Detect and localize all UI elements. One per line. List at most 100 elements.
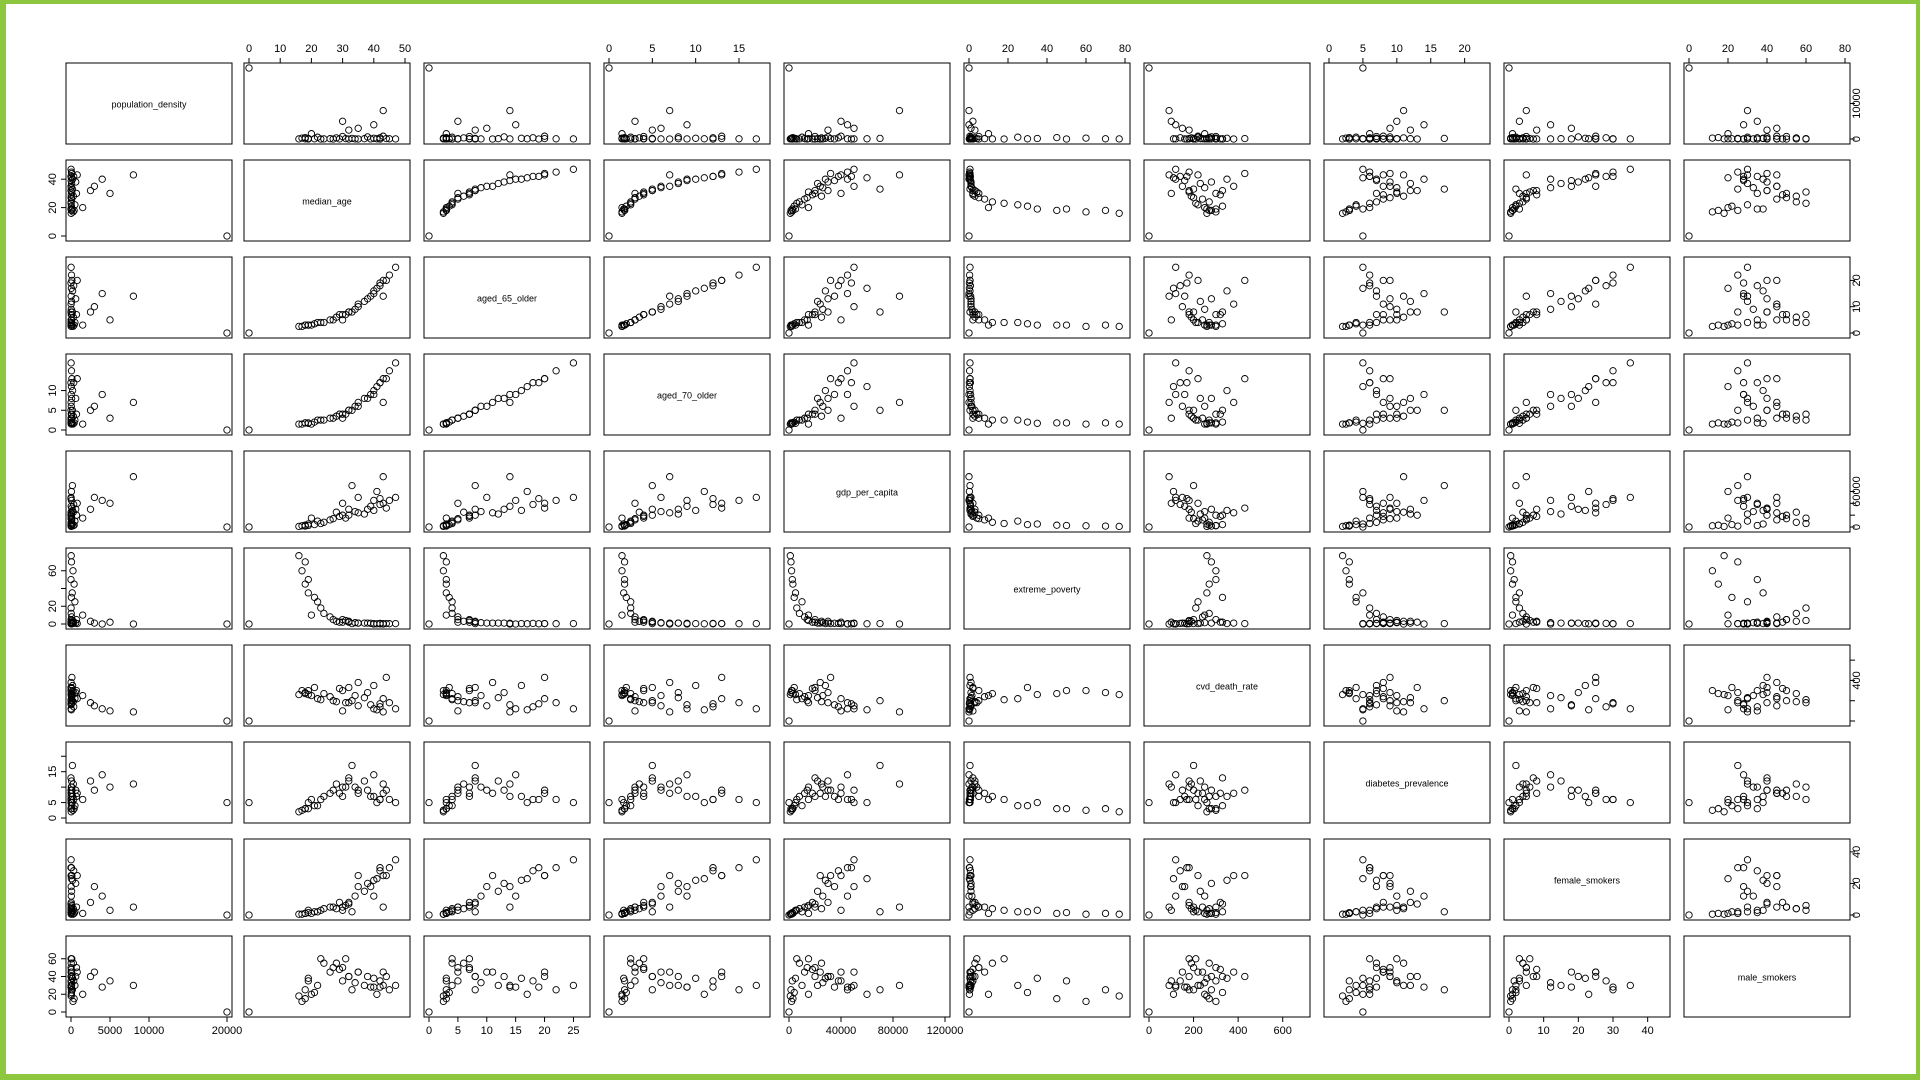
point-aged_70_older-population_density-31 <box>752 135 760 143</box>
point-diabetes_prevalence-male_smokers-34 <box>1366 955 1374 963</box>
point-diabetes_prevalence-aged_65_older-35 <box>1366 279 1374 287</box>
point-aged_65_older-male_smokers-29 <box>506 983 514 991</box>
diagonal-label-median_age: median_age <box>302 197 352 207</box>
point-diabetes_prevalence-aged_70_older-17 <box>1359 419 1367 427</box>
point-cvd_death_rate-aged_70_older-21 <box>1196 394 1204 403</box>
point-female_smokers-gdp_per_capita-27 <box>1546 507 1555 516</box>
point-aged_70_older-male_smokers-36 <box>620 977 629 985</box>
point-cvd_death_rate-aged_70_older-27 <box>1201 402 1209 410</box>
point-gdp_per_capita-aged_70_older-15 <box>821 386 830 395</box>
point-female_smokers-population_density-15 <box>1581 134 1589 142</box>
point-male_smokers-extreme_poverty-11 <box>1714 580 1722 588</box>
point-aged_70_older-male_smokers-34 <box>627 955 635 963</box>
point-aged_70_older-gdp_per_capita-31 <box>752 493 760 502</box>
point-gdp_per_capita-aged_70_older-33 <box>816 398 824 407</box>
point-aged_70_older-aged_65_older-32 <box>631 316 639 324</box>
point-gdp_per_capita-aged_65_older-18 <box>826 276 835 285</box>
point-aged_70_older-extreme_poverty-36 <box>620 575 629 584</box>
point-male_smokers-population_density-24 <box>1724 135 1732 143</box>
point-diabetes_prevalence-aged_65_older-27 <box>1393 305 1401 313</box>
point-female_smokers-extreme_poverty-37 <box>1529 618 1537 626</box>
point-male_smokers-population_density-2 <box>1753 117 1761 125</box>
point-female_smokers-aged_70_older-21 <box>1557 394 1565 403</box>
point-male_smokers-median_age-12 <box>1753 172 1761 181</box>
point-diabetes_prevalence-extreme_poverty-25 <box>1352 593 1360 602</box>
point-diabetes_prevalence-aged_65_older-25 <box>1352 320 1360 328</box>
point-cvd_death_rate-aged_65_older-27 <box>1201 305 1209 313</box>
panel-male_smokers-vs-gdp_per_capita <box>783 935 951 1018</box>
point-male_smokers-extreme_poverty-33 <box>1773 619 1781 627</box>
point-extreme_poverty-aged_65_older-14 <box>1082 322 1090 331</box>
point-female_smokers-gdp_per_capita-13 <box>1519 508 1527 516</box>
point-median_age-female_smokers-32 <box>329 903 337 911</box>
point-population_density-gdp_per_capita-37 <box>67 511 75 519</box>
point-gdp_per_capita-median_age-34 <box>793 199 801 207</box>
point-female_smokers-gdp_per_capita-29 <box>1567 502 1576 510</box>
point-cvd_death_rate-female_smokers-37 <box>1218 900 1227 908</box>
point-extreme_poverty-aged_70_older-34 <box>1000 416 1008 424</box>
point-aged_70_older-median_age-18 <box>718 169 726 178</box>
point-male_smokers-population_density-31 <box>1743 135 1752 143</box>
point-gdp_per_capita-aged_65_older-31 <box>850 263 858 271</box>
point-population_density-aged_65_older-31 <box>67 263 75 271</box>
point-aged_65_older-cvd_death_rate-13 <box>460 698 468 706</box>
point-female_smokers-gdp_per_capita-15 <box>1581 506 1589 515</box>
point-population_density-cvd_death_rate-33 <box>67 678 75 687</box>
point-male_smokers-median_age-15 <box>1759 175 1767 183</box>
point-aged_65_older-cvd_death_rate-24 <box>523 706 531 714</box>
point-median_age-female_smokers-24 <box>373 875 381 883</box>
point-male_smokers-cvd_death_rate-35 <box>1739 700 1748 708</box>
point-male_smokers-aged_65_older-0 <box>1685 329 1693 337</box>
point-aged_70_older-extreme_poverty-37 <box>648 618 656 626</box>
point-extreme_poverty-aged_70_older-10 <box>1014 416 1022 424</box>
point-aged_70_older-diabetes_prevalence-15 <box>692 792 700 801</box>
point-gdp_per_capita-median_age-35 <box>847 172 856 181</box>
point-gdp_per_capita-diabetes_prevalence-36 <box>788 805 796 813</box>
point-aged_70_older-male_smokers-31 <box>752 981 760 990</box>
point-male_smokers-gdp_per_capita-31 <box>1743 493 1752 502</box>
point-gdp_per_capita-median_age-16 <box>876 185 884 193</box>
point-aged_65_older-female_smokers-18 <box>540 871 549 880</box>
point-cvd_death_rate-gdp_per_capita-0 <box>1145 523 1153 531</box>
point-median_age-aged_65_older-30 <box>295 322 303 331</box>
point-aged_65_older-gdp_per_capita-2 <box>454 499 462 507</box>
point-aged_70_older-median_age-36 <box>620 205 629 213</box>
point-female_smokers-aged_65_older-32 <box>1522 316 1530 324</box>
point-gdp_per_capita-population_density-21 <box>813 135 822 143</box>
point-aged_65_older-extreme_poverty-11 <box>442 580 450 588</box>
point-cvd_death_rate-median_age-17 <box>1203 205 1211 213</box>
point-extreme_poverty-cvd_death_rate-25 <box>1023 683 1032 692</box>
point-cvd_death_rate-extreme_poverty-10 <box>1194 598 1202 606</box>
point-male_smokers-aged_70_older-2 <box>1753 414 1761 422</box>
point-male_smokers-median_age-37 <box>1763 186 1771 195</box>
panel-gdp_per_capita-vs-extreme_poverty <box>963 450 1131 533</box>
point-diabetes_prevalence-cvd_death_rate-29 <box>1372 701 1381 709</box>
x-tick-label-diabetes_prevalence-1: 5 <box>1360 43 1366 55</box>
point-male_smokers-extreme_poverty-28 <box>1792 609 1800 618</box>
point-female_smokers-aged_65_older-3 <box>1533 308 1541 316</box>
point-female_smokers-gdp_per_capita-33 <box>1592 509 1600 517</box>
point-female_smokers-cvd_death_rate-24 <box>1585 706 1593 714</box>
point-diabetes_prevalence-cvd_death_rate-36 <box>1345 686 1353 695</box>
point-cvd_death_rate-male_smokers-37 <box>1218 972 1227 981</box>
panel-cvd_death_rate-vs-median_age <box>243 644 411 727</box>
point-aged_70_older-gdp_per_capita-1 <box>666 473 674 481</box>
point-cvd_death_rate-gdp_per_capita-27 <box>1201 507 1209 516</box>
point-male_smokers-aged_70_older-6 <box>1724 420 1732 428</box>
point-cvd_death_rate-population_density-1 <box>1165 106 1173 115</box>
point-cvd_death_rate-median_age-35 <box>1183 172 1191 181</box>
point-diabetes_prevalence-female_smokers-4 <box>1420 892 1428 900</box>
point-aged_65_older-female_smokers-32 <box>454 903 462 911</box>
point-gdp_per_capita-female_smokers-2 <box>837 906 845 914</box>
point-median_age-diabetes_prevalence-26 <box>335 789 344 797</box>
point-gdp_per_capita-female_smokers-37 <box>811 900 819 908</box>
point-median_age-population_density-0 <box>245 64 253 72</box>
point-male_smokers-female_smokers-28 <box>1792 905 1800 913</box>
point-median_age-aged_65_older-28 <box>320 318 328 327</box>
point-gdp_per_capita-male_smokers-10 <box>798 981 806 990</box>
point-aged_65_older-population_density-34 <box>448 135 456 143</box>
point-diabetes_prevalence-cvd_death_rate-12 <box>1366 703 1374 711</box>
point-extreme_poverty-female_smokers-31 <box>966 856 974 864</box>
point-diabetes_prevalence-cvd_death_rate-7 <box>1379 695 1387 703</box>
point-extreme_poverty-median_age-36 <box>1062 205 1071 213</box>
